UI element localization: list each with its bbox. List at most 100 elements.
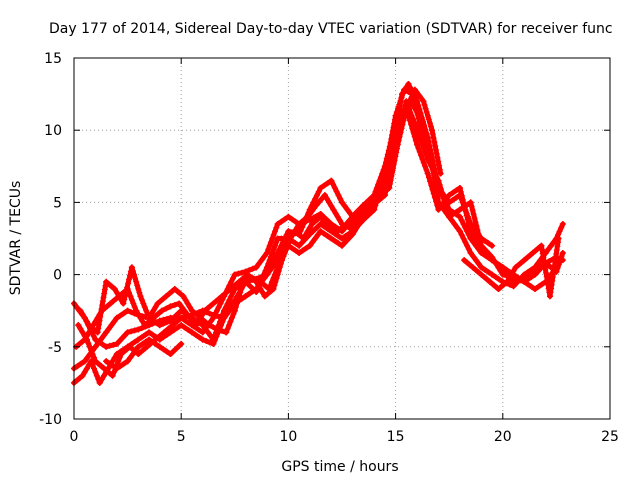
data-point [92,336,99,343]
data-point [437,170,444,177]
data-point [531,286,538,293]
data-point [467,249,474,256]
data-point [347,225,354,232]
data-point [495,286,502,293]
data-point [371,206,378,213]
y-axis-label: SDTVAR / TECUs [8,181,24,296]
data-point [128,264,135,271]
data-point [478,235,485,242]
data-point [178,322,185,329]
data-point [405,80,412,87]
data-point [253,264,260,271]
series-track-6 [77,86,444,336]
data-point [328,221,335,228]
data-point [113,314,120,321]
data-point [261,293,268,300]
data-point [274,264,281,271]
data-point [489,271,496,278]
data-point [296,242,303,249]
data-point [429,127,436,134]
data-point [103,358,110,365]
data-point [555,235,562,242]
data-point [521,271,528,278]
data-point [313,202,320,209]
data-point [158,307,165,314]
data-point [456,213,463,220]
data-point [154,300,161,307]
data-point [184,312,191,319]
data-point [512,264,519,271]
data-point [210,300,217,307]
data-point [124,358,131,365]
data-point [86,322,93,329]
data-point [296,249,303,256]
data-point [446,192,453,199]
data-point [180,293,187,300]
data-point [478,271,485,278]
data-point [559,221,566,228]
x-axis-label: GPS time / hours [281,459,398,475]
data-point [146,314,153,321]
data-point [394,141,401,148]
data-point [113,365,120,372]
x-tick-label: 15 [387,429,405,445]
data-point [221,314,228,321]
data-point [456,228,463,235]
data-point [424,170,431,177]
data-point [263,271,270,278]
data-point [199,336,206,343]
data-point [81,358,88,365]
plot-frame [73,57,611,420]
data-point [446,199,453,206]
data-point [456,206,463,213]
y-tick-label: 5 [53,195,62,211]
data-point [167,303,174,310]
data-point [456,184,463,191]
data-point [411,86,418,93]
data-point [469,264,476,271]
data-point [156,322,163,329]
data-point [392,112,399,119]
data-point [193,322,200,329]
data-point [109,372,116,379]
data-point [414,141,421,148]
data-point [414,127,421,134]
data-point [244,271,251,278]
data-point [467,228,474,235]
x-tick-label: 20 [494,429,512,445]
x-tick-label: 25 [601,429,619,445]
data-point [489,242,496,249]
data-point [143,343,150,350]
data-point [227,286,234,293]
data-point [210,312,217,319]
data-point [199,329,206,336]
x-tick-label: 10 [279,429,297,445]
data-point [199,322,206,329]
data-point [559,249,566,256]
data-point [163,293,170,300]
data-point [371,192,378,199]
data-point [103,329,110,336]
data-point [478,264,485,271]
data-point [328,177,335,184]
data-point [118,351,125,358]
data-point [377,192,384,199]
data-point [328,235,335,242]
data-point [107,300,114,307]
data-point [529,249,536,256]
data-point [167,329,174,336]
data-point [478,242,485,249]
data-point [92,358,99,365]
data-point [167,317,174,324]
data-point [392,119,399,126]
data-point [274,221,281,228]
y-tick-label: -10 [39,412,62,428]
data-point [210,340,217,347]
data-point [317,184,324,191]
series-track-8 [461,235,562,300]
x-tick-label: 5 [177,429,186,445]
y-tick-label: -5 [48,340,62,356]
data-point [317,228,324,235]
data-point [467,221,474,228]
